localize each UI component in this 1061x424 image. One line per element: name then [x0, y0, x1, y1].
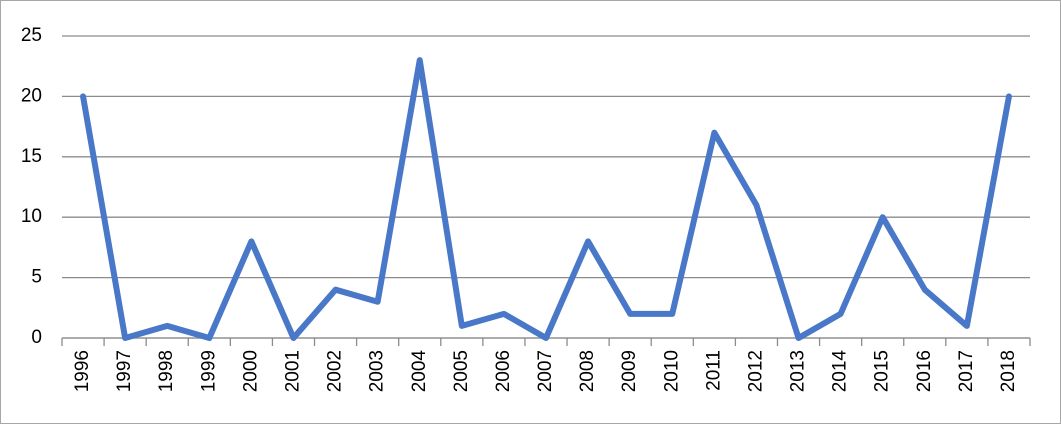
- x-tick-label: 1998: [156, 350, 177, 392]
- x-tick-label: 2018: [998, 350, 1019, 392]
- x-tick-label: 2010: [661, 350, 682, 392]
- x-tick-label: 2011: [703, 350, 724, 391]
- y-tick-label: 0: [31, 327, 42, 348]
- x-tick-label: 2014: [830, 350, 851, 393]
- x-tick-label: 2009: [619, 350, 640, 392]
- data-line: [80, 57, 1012, 341]
- x-tick-label: 1997: [114, 350, 135, 392]
- x-tick-label: 2017: [956, 350, 977, 392]
- x-tick-label: 2015: [872, 350, 893, 392]
- x-tick-label: 2003: [367, 350, 388, 392]
- y-tick-label: 10: [21, 206, 42, 227]
- x-tick-label: 2012: [745, 350, 766, 392]
- x-tick-label: 2008: [577, 350, 598, 392]
- y-tick-label: 15: [21, 146, 42, 167]
- y-tick-label: 5: [31, 267, 42, 288]
- y-tick-label: 20: [21, 85, 42, 106]
- x-tick-label: 2002: [325, 350, 346, 392]
- x-tick-label: 1999: [198, 350, 219, 392]
- x-tick-label: 2007: [535, 350, 556, 392]
- x-tick-label: 2001: [282, 350, 303, 392]
- x-tick-label: 1996: [72, 350, 93, 392]
- x-tick-label: 2016: [914, 350, 935, 392]
- x-tick-label: 2005: [451, 350, 472, 392]
- x-tick-label: 2006: [493, 350, 514, 392]
- x-tick-label: 2000: [240, 350, 261, 392]
- x-tick-label: 2013: [788, 350, 809, 392]
- y-tick-label: 25: [21, 25, 42, 46]
- x-tick-label: 2004: [409, 350, 430, 393]
